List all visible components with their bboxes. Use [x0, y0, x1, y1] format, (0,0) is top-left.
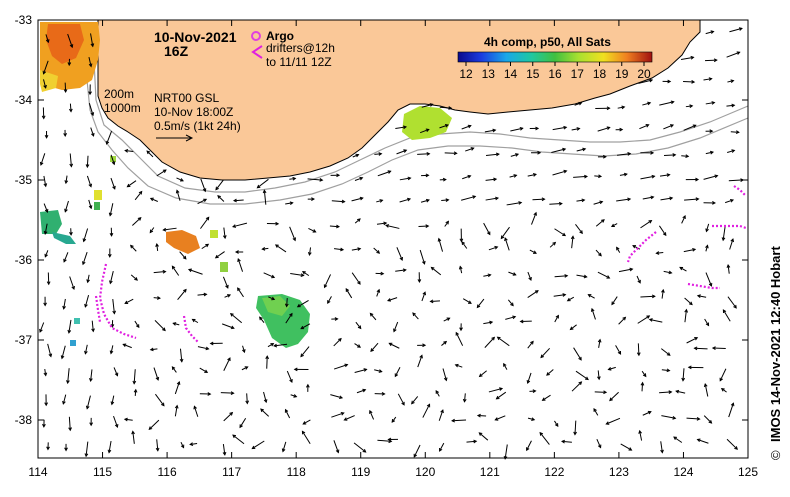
drifters-label: drifters@12h: [266, 41, 335, 55]
lon-tick-label: 117: [222, 465, 241, 479]
colorbar-tick-label: 18: [593, 67, 607, 81]
lat-tick-label: -37: [15, 333, 33, 347]
current-arrow: [694, 348, 707, 349]
lon-tick-label: 121: [480, 465, 500, 479]
product-name: NRT00 GSL: [154, 91, 219, 105]
current-arrow: [417, 154, 429, 155]
lat-tick-label: -34: [15, 93, 33, 107]
lat-tick-label: -36: [15, 253, 33, 267]
isobath-200m-label: 200m: [104, 87, 134, 101]
current-arrow: [532, 199, 544, 200]
credit: © IMOS 14-Nov-2021 12:40 Hobart: [768, 246, 783, 460]
sst-patch-small-2: [94, 202, 100, 210]
colorbar-tick-label: 17: [571, 67, 585, 81]
lon-tick-label: 118: [287, 465, 306, 479]
credit-text: IMOS 14-Nov-2021 12:40 Hobart: [768, 246, 783, 442]
sst-patch-small-6: [74, 318, 80, 324]
lon-tick-label: 123: [609, 465, 629, 479]
product-time: 10-Nov 18:00Z: [154, 105, 233, 119]
lon-tick-label: 116: [158, 465, 177, 479]
lon-tick-label: 122: [544, 465, 564, 479]
lat-tick-label: -38: [15, 413, 33, 427]
colorbar-tick-label: 13: [482, 67, 496, 81]
sst-patch-small-7: [70, 340, 76, 346]
colorbar-ticks: 12 13 14 15 16 17 18 19 20: [459, 62, 651, 81]
vector-scale-label: 0.5m/s (1kt 24h): [154, 119, 241, 133]
current-arrow: [713, 348, 726, 349]
lon-tick-label: 124: [673, 465, 693, 479]
map-time: 16Z: [164, 43, 189, 59]
lat-tick-label: -35: [15, 173, 33, 187]
colorbar-tick-label: 12: [459, 67, 473, 81]
isobath-1000m-label: 1000m: [104, 101, 141, 115]
colorbar-tick-label: 16: [548, 67, 562, 81]
colorbar: [458, 52, 652, 62]
sst-patch-small-4: [220, 262, 228, 272]
current-arrow: [595, 392, 606, 393]
drifters-sublabel: to 11/11 12Z: [266, 55, 332, 69]
lon-tick-label: 120: [415, 465, 435, 479]
colorbar-tick-label: 14: [504, 67, 518, 81]
sst-patch-small-1: [94, 190, 102, 200]
sst-patch-small-3: [210, 230, 218, 238]
current-arrow: [267, 356, 268, 369]
colorbar-tick-label: 15: [526, 67, 540, 81]
lon-tick-label: 125: [738, 465, 758, 479]
lon-tick-label: 114: [28, 465, 47, 479]
colorbar-title: 4h comp, p50, All Sats: [484, 35, 611, 49]
lat-tick-label: -33: [15, 13, 33, 27]
lon-tick-label: 119: [351, 465, 370, 479]
colorbar-tick-label: 20: [637, 67, 651, 81]
copyright-symbol: ©: [768, 450, 783, 460]
current-arrow: [221, 393, 234, 394]
lon-tick-label: 115: [93, 465, 112, 479]
colorbar-tick-label: 19: [615, 67, 629, 81]
current-arrow: [638, 343, 639, 355]
